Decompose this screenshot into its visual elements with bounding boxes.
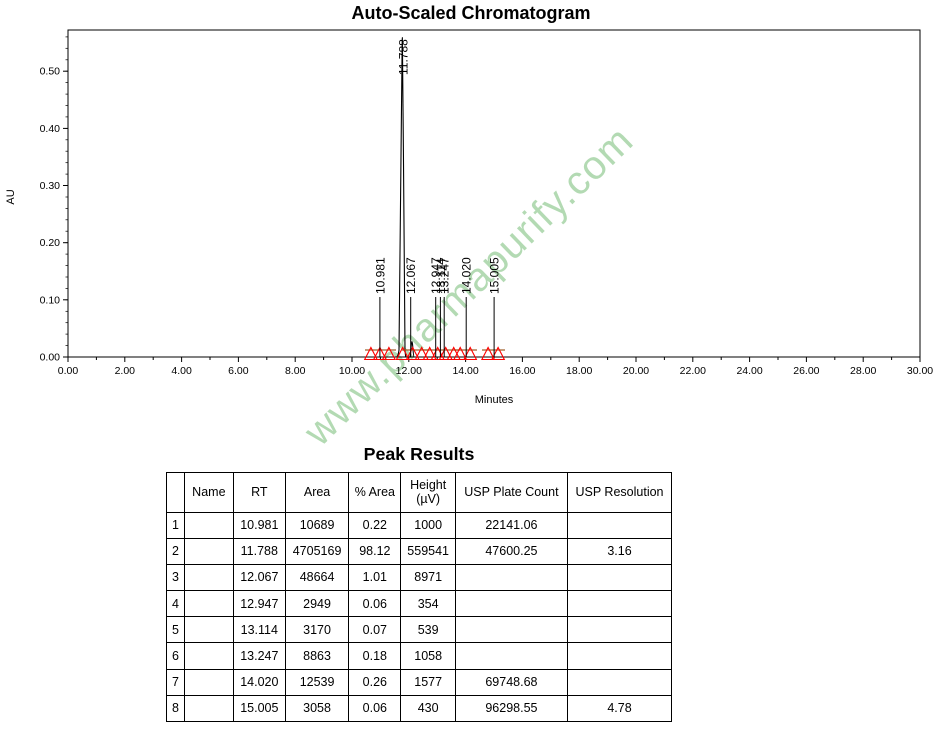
svg-text:0.00: 0.00 [58, 365, 79, 377]
svg-text:12.00: 12.00 [396, 365, 422, 377]
svg-text:11.788: 11.788 [396, 39, 410, 75]
svg-text:22.00: 22.00 [680, 365, 706, 377]
svg-text:4.00: 4.00 [171, 365, 192, 377]
svg-text:8.00: 8.00 [285, 365, 306, 377]
svg-text:AU: AU [5, 189, 17, 204]
svg-text:20.00: 20.00 [623, 365, 649, 377]
svg-text:0.00: 0.00 [40, 352, 61, 364]
svg-text:14.00: 14.00 [452, 365, 478, 377]
svg-text:12.067: 12.067 [404, 257, 418, 294]
svg-text:15.005: 15.005 [488, 257, 502, 294]
svg-text:0.30: 0.30 [40, 180, 61, 192]
svg-text:13.247: 13.247 [438, 257, 452, 294]
svg-text:0.40: 0.40 [40, 123, 61, 135]
svg-text:0.10: 0.10 [40, 294, 61, 306]
svg-text:Minutes: Minutes [475, 394, 514, 406]
svg-text:6.00: 6.00 [228, 365, 249, 377]
svg-text:28.00: 28.00 [850, 365, 876, 377]
svg-text:10.00: 10.00 [339, 365, 365, 377]
svg-text:0.50: 0.50 [40, 66, 61, 78]
svg-text:0.20: 0.20 [40, 237, 61, 249]
svg-text:2.00: 2.00 [115, 365, 136, 377]
svg-text:26.00: 26.00 [793, 365, 819, 377]
svg-text:24.00: 24.00 [736, 365, 762, 377]
svg-text:30.00: 30.00 [907, 365, 933, 377]
svg-text:18.00: 18.00 [566, 365, 592, 377]
svg-text:10.981: 10.981 [373, 257, 387, 294]
svg-text:14.020: 14.020 [460, 257, 474, 294]
svg-text:16.00: 16.00 [509, 365, 535, 377]
